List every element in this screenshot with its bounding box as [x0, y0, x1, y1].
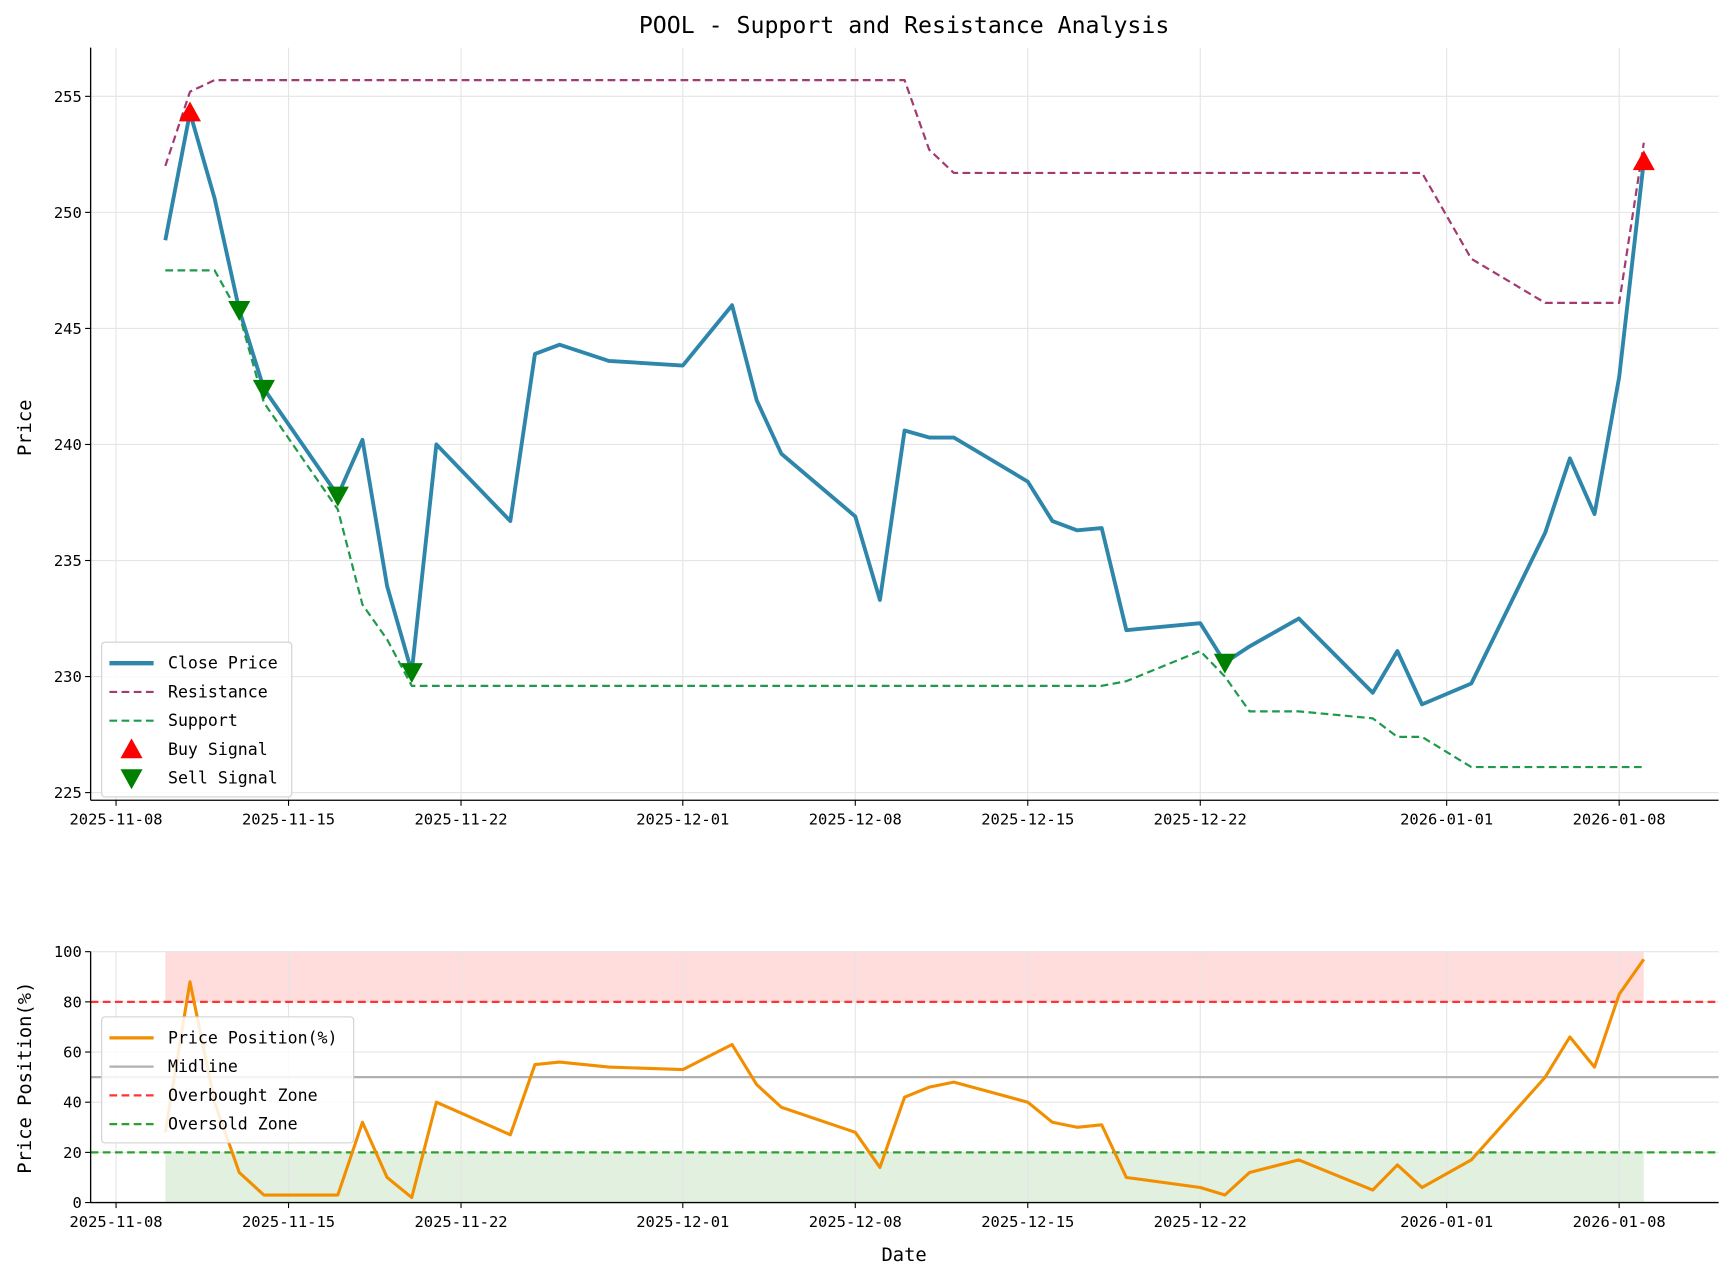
x-tick-label: 2025-12-22 [1154, 811, 1247, 829]
x-tick-label: 2025-12-01 [636, 1213, 729, 1231]
sell-signal-marker [1213, 653, 1236, 674]
price-position-line [163, 958, 1646, 1200]
x-tick-label: 2025-11-22 [414, 811, 507, 829]
x-tick-label: 2025-12-08 [809, 811, 902, 829]
y-tick-label: 235 [54, 552, 82, 570]
price-chart: 2025-11-08 2025-11-15 2025-11-22 2025-12-01… [54, 47, 1719, 829]
legend-oversold-zone-label: Oversold Zone [168, 1115, 298, 1134]
sell-signal-marker [400, 663, 423, 683]
x-tick-label: 2026-01-01 [1400, 811, 1493, 829]
legend-overbought-zone-label: Overbought Zone [168, 1086, 318, 1105]
y-tick-label: 20 [63, 1144, 82, 1162]
x-tick-label: 2025-11-08 [69, 1213, 162, 1231]
x-tick-label: 2025-12-22 [1154, 1213, 1247, 1231]
legend-sell-signal-swatch [120, 769, 143, 790]
y-tick-label: 60 [63, 1044, 82, 1062]
x-tick-label: 2025-12-15 [981, 1213, 1074, 1231]
legend-buy-signal-swatch [120, 738, 143, 759]
y-axis-label-price: Price [15, 400, 36, 457]
y-tick-label: 230 [54, 668, 82, 686]
y-tick-label: 80 [63, 993, 82, 1011]
y-tick-label: 245 [54, 320, 82, 338]
x-axis-label: Date [881, 1245, 926, 1266]
sell-signal-marker [228, 301, 251, 321]
legend-price-position-label: Price Position(%) [168, 1028, 338, 1047]
close-price-line [163, 110, 1646, 707]
x-tick-label: 2025-12-15 [981, 811, 1074, 829]
x-tick-label: 2025-11-15 [242, 811, 335, 829]
x-tick-label: 2026-01-01 [1400, 1213, 1493, 1231]
chart-title: POOL - Support and Resistance Analysis [639, 12, 1169, 39]
zone-band [165, 951, 1644, 1002]
buy-signal-marker [1632, 150, 1655, 171]
x-tick-label: 2025-11-08 [69, 811, 162, 829]
x-tick-label: 2025-12-01 [636, 811, 729, 829]
support-line [165, 269, 1644, 769]
y-axis-label-position: Price Position(%) [15, 982, 36, 1174]
resistance-line [164, 78, 1645, 304]
legend-close-price-label: Close Price [168, 654, 278, 673]
legend-box [101, 641, 293, 798]
y-tick-label: 40 [63, 1094, 82, 1112]
legend-resistance-label: Resistance [168, 682, 268, 701]
legend-midline-label: Midline [168, 1057, 238, 1076]
y-tick-label: 100 [54, 943, 82, 961]
legend-sell-signal-label: Sell Signal [168, 769, 278, 788]
y-tick-label: 255 [54, 88, 82, 106]
sell-signal-marker [252, 379, 275, 400]
y-tick-label: 225 [54, 784, 82, 802]
x-tick-label: 2025-12-08 [809, 1213, 902, 1231]
x-tick-label: 2025-11-22 [414, 1213, 507, 1231]
position-chart: 2025-11-08 2025-11-15 2025-11-22 2025-12-01… [54, 943, 1719, 1231]
x-tick-label: 2025-11-15 [242, 1213, 335, 1231]
buy-signal-marker [178, 101, 202, 122]
sell-signal-marker [326, 486, 349, 507]
legend-box [101, 1016, 355, 1144]
y-tick-label: 0 [72, 1194, 81, 1212]
y-tick-label: 240 [54, 436, 82, 454]
x-tick-label: 2026-01-08 [1573, 811, 1666, 829]
y-tick-label: 250 [54, 204, 82, 222]
legend-support-label: Support [168, 711, 238, 730]
x-tick-label: 2026-01-08 [1573, 1213, 1666, 1231]
legend-buy-signal-label: Buy Signal [168, 740, 268, 759]
